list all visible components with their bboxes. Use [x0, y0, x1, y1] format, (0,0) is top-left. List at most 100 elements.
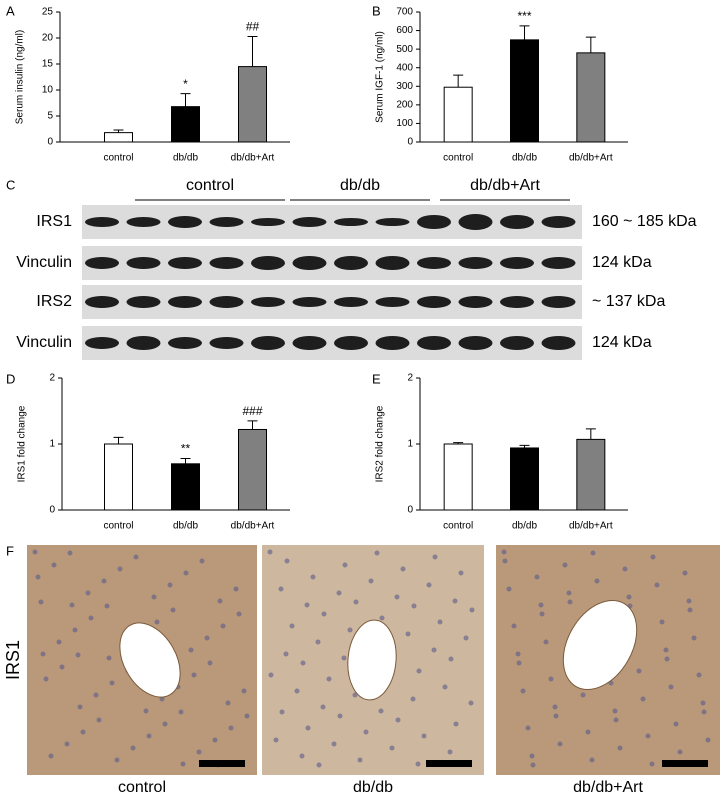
blot-band — [168, 257, 202, 269]
nucleus — [538, 602, 544, 608]
error-bar — [180, 458, 191, 464]
error-bar — [180, 93, 191, 107]
nucleus — [40, 651, 46, 657]
nucleus — [686, 598, 692, 604]
nucleus — [405, 631, 411, 637]
nucleus — [432, 554, 438, 560]
nucleus — [178, 709, 184, 715]
nucleus — [48, 753, 54, 759]
nucleus — [594, 578, 600, 584]
bar — [510, 39, 539, 143]
blot-band — [541, 216, 576, 228]
nucleus — [72, 627, 78, 633]
nucleus — [241, 688, 247, 694]
nucleus — [626, 594, 632, 600]
blot-band — [85, 337, 119, 349]
bar — [576, 52, 606, 143]
nucleus — [682, 570, 688, 576]
nucleus — [515, 651, 521, 657]
blot-band — [417, 296, 451, 308]
nucleus — [612, 708, 618, 714]
blot-band — [417, 215, 451, 229]
nucleus — [304, 602, 310, 608]
blot-band — [541, 296, 576, 308]
x-tick-label: db/db+Art — [569, 521, 613, 532]
blot-band — [251, 218, 285, 226]
stain-label: IRS1 — [3, 640, 23, 680]
blot-background — [82, 326, 582, 360]
nucleus — [183, 570, 189, 576]
x-tick-label: control — [103, 153, 133, 164]
nucleus — [352, 692, 358, 698]
row-label: Vinculin — [16, 334, 72, 351]
blot-band — [292, 297, 327, 307]
blot-background — [82, 205, 582, 239]
nucleus — [677, 749, 683, 755]
group-label: control — [186, 177, 234, 194]
nucleus — [701, 709, 707, 715]
error-bar — [247, 35, 258, 67]
nucleus — [645, 733, 651, 739]
nucleus — [217, 598, 223, 604]
nucleus — [300, 660, 306, 666]
nucleus — [225, 700, 231, 706]
bar — [104, 443, 133, 511]
blot-band — [85, 217, 119, 227]
nucleus — [321, 611, 327, 617]
nucleus — [196, 749, 202, 755]
nucleus — [159, 696, 165, 702]
nucleus — [294, 688, 300, 694]
blot-band — [168, 337, 202, 349]
nucleus — [649, 761, 655, 767]
vessel — [347, 619, 397, 701]
nucleus — [389, 745, 395, 751]
y-tick-label: 2 — [407, 373, 413, 384]
blot-band — [500, 257, 534, 269]
nucleus — [501, 549, 507, 555]
scale-bar — [662, 760, 708, 767]
nucleus — [75, 652, 81, 658]
nucleus — [85, 590, 91, 596]
vessel — [562, 599, 638, 691]
nucleus — [167, 582, 173, 588]
y-tick-label: 0 — [407, 137, 413, 148]
nucleus — [199, 558, 205, 564]
error-bar — [113, 129, 124, 133]
nucleus — [337, 713, 343, 719]
nucleus — [394, 594, 400, 600]
nucleus — [268, 672, 274, 678]
nucleus — [357, 757, 363, 763]
nucleus — [38, 599, 44, 605]
y-axis-label: Serum insulin (ng/ml) — [15, 30, 26, 124]
y-tick-label: 0 — [47, 137, 53, 148]
nucleus — [283, 651, 289, 657]
blot-band — [334, 297, 368, 307]
nucleus — [562, 562, 568, 568]
nucleus — [347, 627, 353, 633]
blot-band — [500, 336, 534, 350]
significance-label: *** — [517, 9, 531, 23]
x-tick-label: db/db — [512, 153, 537, 164]
blot-background — [82, 285, 582, 319]
nucleus — [447, 749, 453, 755]
blot-band — [251, 336, 285, 350]
blot-band — [458, 257, 493, 269]
nucleus — [448, 656, 454, 662]
panel-label: F — [6, 543, 14, 558]
nucleus — [468, 700, 474, 706]
error-bar — [519, 444, 530, 448]
nucleus — [502, 558, 508, 564]
nucleus — [233, 586, 239, 592]
nucleus — [133, 554, 139, 560]
blot-band — [334, 336, 368, 350]
bar — [171, 463, 200, 511]
nucleus — [341, 655, 347, 661]
nucleus — [525, 725, 531, 731]
nucleus — [101, 578, 107, 584]
nucleus — [552, 704, 558, 710]
nucleus — [310, 574, 316, 580]
nucleus — [191, 672, 197, 678]
nucleus — [96, 717, 102, 723]
nucleus — [289, 623, 295, 629]
x-tick-label: db/db+Art — [231, 521, 275, 532]
